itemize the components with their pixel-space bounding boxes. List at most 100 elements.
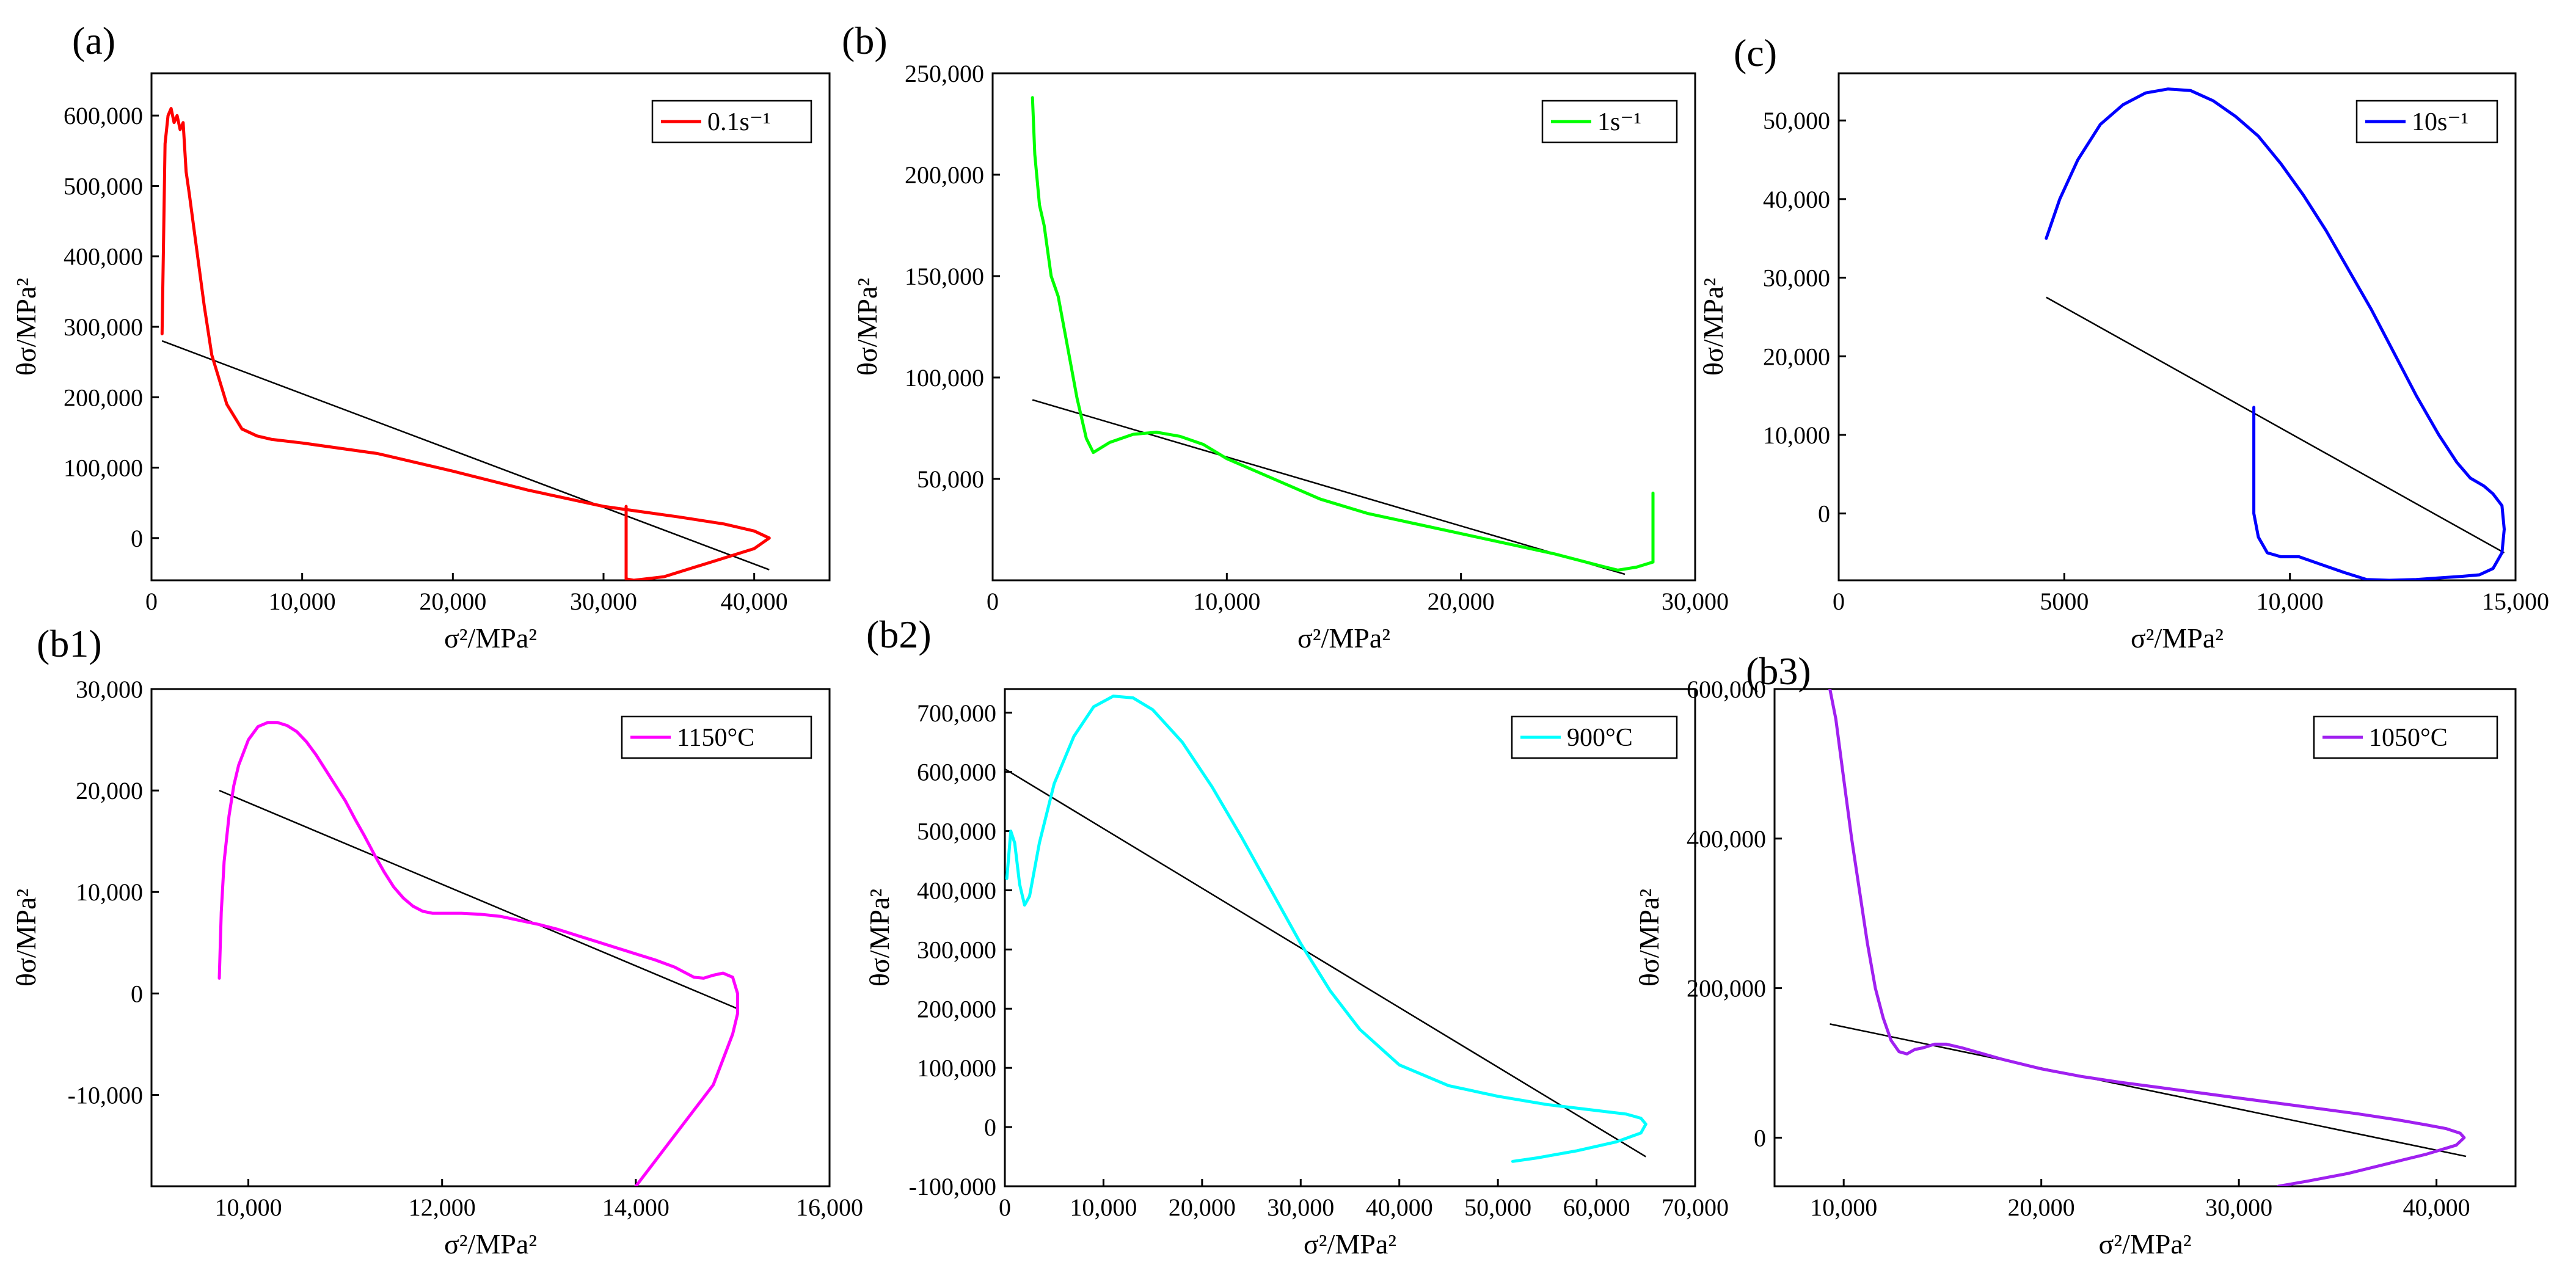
y-tick-label: 600,000	[917, 759, 996, 786]
y-tick-label: 150,000	[905, 263, 984, 290]
series-line	[1828, 689, 2466, 1186]
x-tick-label: 40,000	[1366, 1194, 1433, 1221]
legend-label: 1150°C	[677, 724, 754, 752]
x-tick-label: 15,000	[2482, 588, 2549, 615]
panel-c: 0 5000 10,000 15,000 0 10,000 20,000 30,000 40,0…	[1698, 31, 2549, 654]
y-tick-label: 600,000	[64, 102, 143, 129]
y-tick-label: 100,000	[905, 364, 984, 392]
x-axis-label: σ²/MPa²	[2131, 622, 2224, 654]
panel-label: (c)	[1734, 31, 1777, 75]
y-axis-label: θσ/MPa²	[10, 889, 42, 987]
series-line	[160, 107, 771, 580]
panel-label: (b3)	[1746, 649, 1811, 693]
y-tick-label: 20,000	[76, 777, 143, 804]
y-tick-label: 400,000	[1687, 825, 1766, 853]
x-tick-label: 40,000	[721, 588, 788, 615]
x-tick-label: 30,000	[1267, 1194, 1334, 1221]
data-layer	[1031, 96, 1655, 575]
y-axis-label: θσ/MPa²	[864, 889, 895, 987]
x-tick-label: 50,000	[1464, 1194, 1531, 1221]
y-tick-label: 250,000	[905, 60, 984, 87]
plot-frame	[991, 72, 1696, 582]
y-tick-label: 50,000	[1763, 107, 1830, 134]
y-tick-label: 200,000	[905, 161, 984, 189]
y-tick-label: 300,000	[64, 313, 143, 341]
y-tick-label: 40,000	[1763, 186, 1830, 213]
y-tick-label: 400,000	[917, 877, 996, 904]
x-tick-label: 10,000	[269, 588, 336, 615]
x-tick-label: 70,000	[1662, 1194, 1729, 1221]
panel-label: (b2)	[866, 613, 932, 656]
x-tick-label: 30,000	[1662, 588, 1729, 615]
plot-frame	[1773, 688, 2517, 1187]
y-tick-label: 10,000	[1763, 421, 1830, 449]
legend: 10s⁻¹	[2355, 100, 2498, 144]
x-tick-label: 10,000	[1810, 1194, 1877, 1221]
y-tick-label: 500,000	[64, 172, 143, 200]
fit-line	[219, 789, 738, 1010]
legend: 0.1s⁻¹	[651, 100, 812, 144]
y-tick-label: 100,000	[917, 1054, 996, 1082]
data-layer	[1005, 695, 1647, 1163]
y-tick-label: 200,000	[1687, 975, 1766, 1002]
series-line	[217, 721, 739, 1186]
y-tick-label: 30,000	[76, 676, 143, 703]
panel-b3: 10,000 20,000 30,000 40,000 0 200,000 400,000 6…	[1633, 649, 2517, 1260]
y-tick-label: 100,000	[64, 454, 143, 482]
x-axis-label: σ²/MPa²	[1304, 1228, 1396, 1260]
x-tick-label: 10,000	[2257, 588, 2324, 615]
y-tick-label: 300,000	[917, 936, 996, 963]
y-tick-label: 200,000	[917, 995, 996, 1023]
x-tick-label: 16,000	[796, 1194, 863, 1221]
y-axis-label: θσ/MPa²	[852, 278, 883, 376]
x-axis-label: σ²/MPa²	[2098, 1228, 2191, 1260]
panel-label: (b1)	[37, 622, 102, 665]
panel-b1: 10,000 12,000 14,000 16,000 -10,000 0 10,000 20…	[10, 622, 863, 1260]
x-tick-label: 10,000	[1070, 1194, 1137, 1221]
y-tick-label: -10,000	[68, 1081, 143, 1109]
x-tick-label: 20,000	[1169, 1194, 1236, 1221]
y-tick-label: 30,000	[1763, 264, 1830, 292]
legend: 900°C	[1511, 715, 1678, 759]
plot-frame	[1837, 72, 2517, 582]
fit-line	[161, 340, 770, 571]
x-axis-label: σ²/MPa²	[444, 1228, 537, 1260]
x-tick-label: 20,000	[419, 588, 486, 615]
legend: 1s⁻¹	[1541, 100, 1678, 144]
x-tick-label: 30,000	[570, 588, 637, 615]
x-tick-label: 40,000	[2403, 1194, 2470, 1221]
panel-label: (b)	[842, 19, 888, 62]
x-tick-label: 20,000	[2008, 1194, 2075, 1221]
y-tick-label: 20,000	[1763, 343, 1830, 370]
y-tick-label: 0	[1818, 500, 1830, 528]
series-line	[1005, 695, 1647, 1163]
x-tick-label: 60,000	[1563, 1194, 1630, 1221]
panel-a: 0 10,000 20,000 30,000 40,000 0 100,000 200,000…	[10, 19, 831, 654]
y-tick-label: 0	[131, 980, 143, 1007]
legend: 1150°C	[621, 715, 812, 759]
fit-line	[1005, 768, 1646, 1158]
y-axis-label: θσ/MPa²	[1633, 889, 1665, 987]
panel-b2: 0 10,000 20,000 30,000 40,000 50,000 60,000 70,…	[864, 613, 1729, 1260]
data-layer	[1828, 689, 2467, 1186]
x-tick-label: 20,000	[1428, 588, 1495, 615]
y-tick-label: 600,000	[1687, 676, 1766, 703]
x-tick-label: 10,000	[215, 1194, 282, 1221]
y-tick-label: 0	[1754, 1124, 1766, 1151]
plot-frame	[1004, 688, 1696, 1187]
x-tick-label: 0	[145, 588, 158, 615]
x-axis-label: σ²/MPa²	[1297, 622, 1390, 654]
x-tick-label: 12,000	[409, 1194, 476, 1221]
legend-label: 10s⁻¹	[2412, 108, 2468, 136]
x-tick-label: 5000	[2040, 588, 2089, 615]
y-tick-label: 10,000	[76, 878, 143, 906]
legend-box	[1541, 100, 1678, 144]
y-tick-label: -100,000	[909, 1173, 996, 1200]
x-tick-label: 0	[1833, 588, 1845, 615]
y-tick-label: 400,000	[64, 243, 143, 271]
legend-label: 0.1s⁻¹	[707, 108, 771, 136]
y-tick-label: 0	[984, 1114, 996, 1141]
y-tick-label: 700,000	[917, 699, 996, 727]
